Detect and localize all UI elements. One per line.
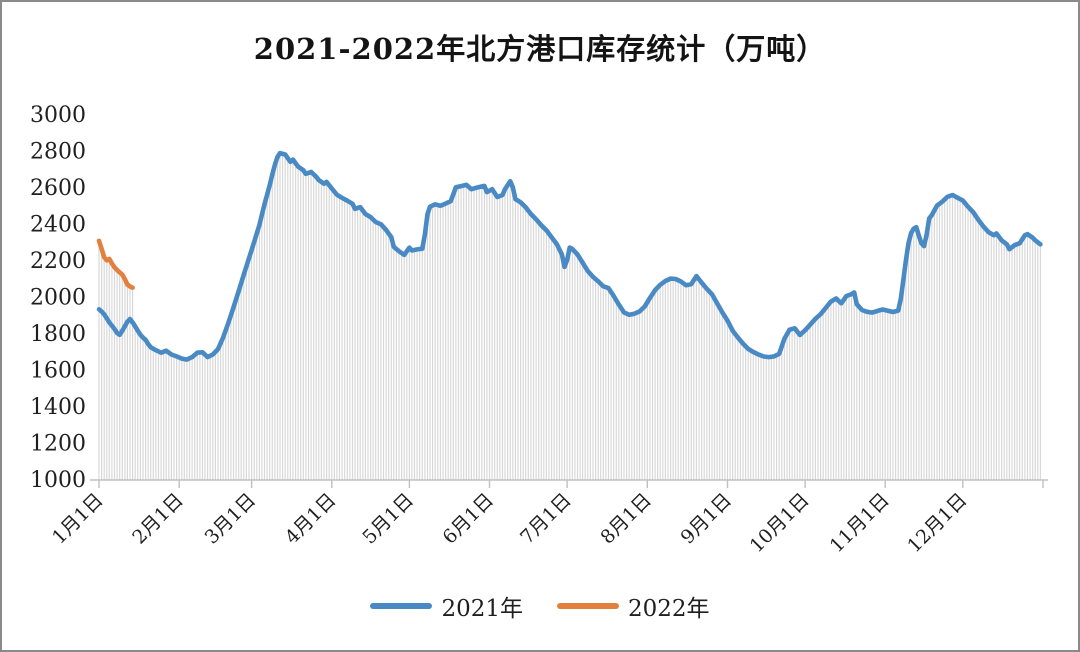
legend-item-2022: 2022年 <box>557 589 710 623</box>
y-axis-tick-label: 2600 <box>30 176 86 201</box>
y-axis-tick-label: 1400 <box>30 395 86 420</box>
x-axis-tick-label: 4月1日 <box>281 489 341 549</box>
x-axis-tick-label: 11月1日 <box>826 489 894 557</box>
x-axis-tick-label: 5月1日 <box>358 489 418 549</box>
x-axis-tick-label: 7月1日 <box>516 489 576 549</box>
legend-item-2021: 2021年 <box>370 589 523 623</box>
x-axis-tick-label: 2月1日 <box>128 489 188 549</box>
x-axis-tick-label: 6月1日 <box>439 489 499 549</box>
legend-swatch-2022-line <box>557 603 619 609</box>
y-axis-tick-label: 1800 <box>30 322 86 347</box>
x-axis-tick-label: 3月1日 <box>201 489 261 549</box>
x-axis-tick-label: 8月1日 <box>596 489 656 549</box>
y-axis-tick-label: 1600 <box>30 359 86 384</box>
y-axis-tick-label: 1200 <box>30 432 86 457</box>
legend-label-2022: 2022年 <box>628 596 710 622</box>
y-axis-tick-label: 2400 <box>30 213 86 238</box>
series-2021年-line <box>96 150 1043 362</box>
legend: 2021年 2022年 <box>2 590 1078 622</box>
legend-swatch-2021-line <box>370 603 433 609</box>
y-axis-tick-label: 3000 <box>30 103 86 128</box>
x-axis-tick-label: 1月1日 <box>48 489 108 549</box>
series-2022年-line <box>96 238 135 290</box>
y-axis-tick-label: 2200 <box>30 249 86 274</box>
legend-label-2021: 2021年 <box>441 596 523 622</box>
x-axis-tick-label: 10月1日 <box>746 489 814 557</box>
x-axis-labels: 1月1日 2月1日 3月1日 4月1日 5月1日 6月1日 7月1日 8月1日 9月1日 10月1… <box>48 489 971 557</box>
y-axis-tick-label: 1000 <box>30 468 86 493</box>
y-axis-tick-label: 2000 <box>30 286 86 311</box>
y-axis-labels: 3000 2800 2600 2400 2200 2000 1800 1600 1400 1200… <box>30 103 86 493</box>
drop-lines <box>98 155 1042 480</box>
x-axis-tick-label: 9月1日 <box>677 489 737 549</box>
x-axis-tick-label: 12月1日 <box>903 489 971 557</box>
y-axis-tick-label: 2800 <box>30 140 86 165</box>
chart-title: 2021-2022年北方港口库存统计（万吨） <box>253 32 827 66</box>
x-axis-ticks <box>98 480 1044 488</box>
